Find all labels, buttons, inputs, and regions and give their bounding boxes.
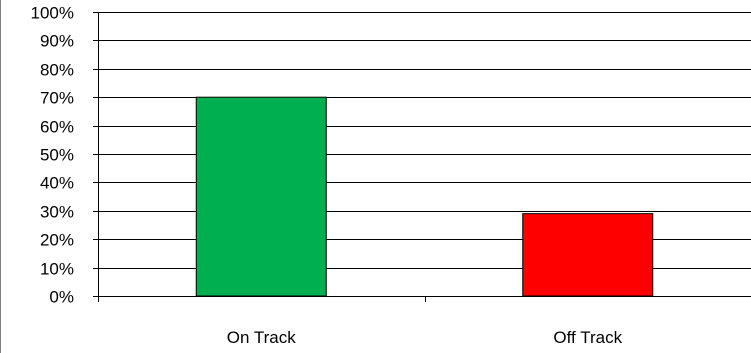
x-category-label: Off Track <box>553 328 622 347</box>
bars <box>195 96 654 297</box>
y-tick-label: 20% <box>40 231 74 250</box>
y-tick-label: 0% <box>49 288 74 307</box>
y-tick-label: 40% <box>40 174 74 193</box>
y-tick-label: 10% <box>40 260 74 279</box>
y-axis-tick-labels: 0% 10% 20% 30% 40% 50% 60% 70% 80% 90% 100% <box>31 4 98 307</box>
y-tick-label: 100% <box>31 4 74 23</box>
y-tick-label: 30% <box>40 203 74 222</box>
x-category-label: On Track <box>227 328 296 347</box>
y-tick-label: 80% <box>40 61 74 80</box>
x-axis-category-labels: On Track Off Track <box>227 328 623 347</box>
y-tick-label: 50% <box>40 146 74 165</box>
bar-on-track <box>195 96 327 297</box>
bar-off-track <box>522 213 654 297</box>
axes <box>98 12 751 302</box>
y-tick-label: 60% <box>40 118 74 137</box>
y-tick-label: 90% <box>40 32 74 51</box>
y-tick-label: 70% <box>40 89 74 108</box>
